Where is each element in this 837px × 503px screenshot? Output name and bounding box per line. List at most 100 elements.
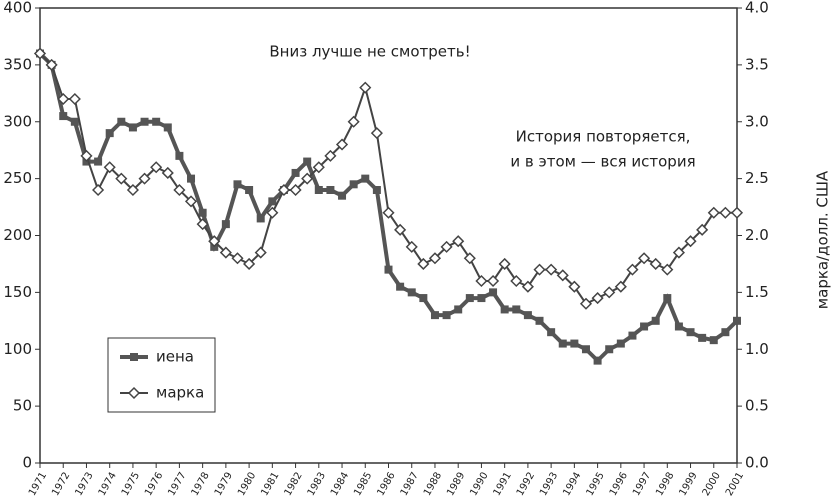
data-point xyxy=(138,172,151,185)
x-tick-label: 1984 xyxy=(329,471,351,499)
data-point xyxy=(324,149,337,162)
y-tick-label: 50 xyxy=(13,397,32,415)
y2-tick-label: 0.5 xyxy=(745,397,769,415)
y2-tick-label: 2.5 xyxy=(745,169,769,187)
data-point xyxy=(581,345,590,354)
data-point xyxy=(698,333,707,342)
data-point xyxy=(535,316,544,325)
data-point xyxy=(254,246,267,259)
data-point xyxy=(733,316,741,325)
data-point xyxy=(419,294,428,303)
y-tick-label: 300 xyxy=(3,112,32,130)
data-point xyxy=(661,263,674,276)
data-point xyxy=(314,186,323,194)
data-point xyxy=(243,257,256,270)
data-point xyxy=(245,186,254,194)
data-point xyxy=(175,151,184,160)
x-tick-label: 1974 xyxy=(97,471,119,499)
y2-tick-label: 3.5 xyxy=(745,55,769,73)
data-point xyxy=(161,166,174,179)
data-point xyxy=(361,174,370,183)
data-point xyxy=(173,183,186,197)
data-point xyxy=(730,206,744,219)
x-tick-label: 1982 xyxy=(283,471,305,499)
data-point xyxy=(638,252,651,265)
data-point xyxy=(198,208,207,217)
data-point xyxy=(616,339,625,348)
data-point xyxy=(256,214,265,223)
data-point xyxy=(70,117,79,126)
data-point xyxy=(208,235,221,248)
x-tick-label: 1996 xyxy=(608,471,630,499)
y2-tick-label: 0.0 xyxy=(745,454,769,472)
y2-axis-label: марка/долл. США xyxy=(814,170,832,309)
x-tick-label: 1986 xyxy=(375,471,397,499)
data-point xyxy=(105,129,114,138)
x-tick-label: 1973 xyxy=(73,471,95,499)
legend-box xyxy=(107,337,216,413)
data-point xyxy=(338,191,347,200)
data-point xyxy=(335,138,349,151)
data-point xyxy=(187,174,196,183)
data-point xyxy=(405,240,418,253)
x-tick-label: 1991 xyxy=(492,471,514,499)
data-point xyxy=(117,117,126,126)
x-tick-label: 1981 xyxy=(259,471,281,499)
data-point xyxy=(152,117,161,126)
y2-tick-label: 3.0 xyxy=(745,112,769,130)
data-point xyxy=(221,220,230,229)
annotation: и в этом — вся история xyxy=(510,153,695,171)
data-point xyxy=(605,345,614,354)
data-point xyxy=(547,328,556,337)
data-point xyxy=(719,206,732,219)
x-tick-label: 2000 xyxy=(701,471,723,499)
y-tick-label: 100 xyxy=(3,340,32,358)
data-point xyxy=(521,280,534,293)
x-tick-label: 1988 xyxy=(422,471,444,499)
data-point xyxy=(417,257,430,270)
data-point xyxy=(512,305,521,314)
x-tick-label: 1990 xyxy=(468,471,490,499)
x-tick-label: 1994 xyxy=(561,471,583,499)
data-point xyxy=(570,339,579,348)
data-point xyxy=(603,286,616,299)
data-point xyxy=(396,282,405,291)
data-point xyxy=(126,183,139,197)
y2-tick-label: 1.5 xyxy=(745,283,769,301)
data-point xyxy=(651,316,660,325)
data-point xyxy=(233,180,242,189)
data-point xyxy=(614,280,627,293)
data-point xyxy=(696,223,709,236)
data-point xyxy=(533,263,546,276)
data-point xyxy=(184,195,198,208)
data-point xyxy=(523,311,532,320)
x-tick-label: 1998 xyxy=(654,471,676,499)
data-point xyxy=(115,172,128,185)
data-point xyxy=(628,331,637,340)
data-point xyxy=(301,172,314,185)
data-point xyxy=(370,127,383,140)
data-point xyxy=(707,206,720,219)
y-tick-label: 200 xyxy=(3,226,32,244)
y-tick-label: 150 xyxy=(3,283,32,301)
data-point xyxy=(672,246,685,259)
data-point xyxy=(486,274,500,288)
data-point xyxy=(579,297,593,310)
data-point xyxy=(128,123,137,132)
x-tick-label: 1985 xyxy=(352,471,374,499)
data-point xyxy=(57,92,70,106)
y2-tick-label: 1.0 xyxy=(745,340,769,358)
data-point xyxy=(219,246,232,259)
data-point xyxy=(277,183,291,197)
y-tick-label: 350 xyxy=(3,55,32,73)
legend-label: иена xyxy=(156,348,194,366)
x-tick-label: 1980 xyxy=(236,471,258,499)
data-point xyxy=(489,288,498,297)
data-point xyxy=(349,180,358,189)
data-point xyxy=(92,183,105,197)
x-tick-label: 1979 xyxy=(213,471,235,499)
data-point xyxy=(686,328,695,337)
data-point xyxy=(510,274,523,288)
y2-tick-label: 2.0 xyxy=(745,226,769,244)
